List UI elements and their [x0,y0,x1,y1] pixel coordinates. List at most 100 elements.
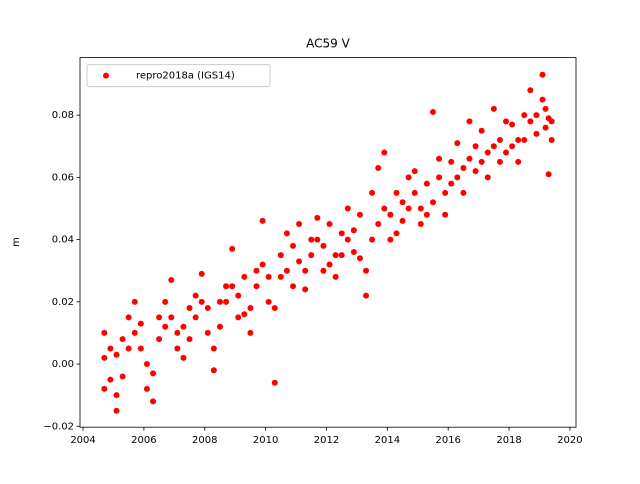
data-point [119,373,126,380]
data-point [113,392,120,399]
x-tick-label: 2014 [375,435,400,446]
data-point [107,376,114,383]
data-point [375,165,382,172]
data-point [229,283,236,290]
data-point [332,252,339,259]
data-point [223,298,230,305]
data-point [223,283,230,290]
legend-label: repro2018a (IGS14) [136,71,235,82]
x-tick-label: 2012 [314,435,339,446]
data-point [405,205,412,212]
data-point [198,270,205,277]
data-point [442,211,449,218]
data-point [241,273,248,280]
data-point [411,168,418,175]
y-tick-label: 0.02 [52,297,74,308]
data-point [101,329,108,336]
data-point [204,329,211,336]
data-point [460,165,467,172]
data-point [332,273,339,280]
data-point [350,227,357,234]
x-tick-label: 2020 [557,435,582,446]
data-point [296,221,303,228]
data-point [156,314,163,321]
data-point [466,118,473,125]
data-point [545,171,552,178]
data-point [150,370,157,377]
data-point [326,261,333,268]
data-point [137,320,144,327]
data-point [131,329,138,336]
data-point [125,345,132,352]
data-point [283,267,290,274]
y-tick-label: 0.06 [52,172,74,183]
data-point [247,329,254,336]
data-point [162,298,169,305]
y-tick-label: 0.08 [52,110,74,121]
data-point [235,292,242,299]
data-point [533,130,540,137]
data-point [308,252,315,259]
data-point [101,354,108,361]
data-point [320,267,327,274]
legend-box [86,64,271,88]
data-point [156,336,163,343]
data-point [143,385,150,392]
data-point [241,311,248,318]
data-point [393,189,400,196]
data-point [369,189,376,196]
data-point [503,118,510,125]
data-point [283,230,290,237]
data-point [125,314,132,321]
x-tick-label: 2010 [253,435,278,446]
data-point [515,137,522,144]
data-point [101,385,108,392]
data-point [363,267,370,274]
data-point [186,336,193,343]
data-point [210,345,217,352]
data-point [119,336,126,343]
data-point [265,298,272,305]
data-point [265,273,272,280]
data-point [472,168,479,175]
x-tick-label: 2016 [435,435,460,446]
data-point [417,221,424,228]
data-point [356,211,363,218]
data-point [253,283,260,290]
data-point [259,217,266,224]
data-point [429,109,436,116]
y-tick-label: 0.00 [52,359,74,370]
data-point [521,112,528,119]
data-point [515,158,522,165]
x-tick-label: 2006 [131,435,156,446]
data-point [235,314,242,321]
data-point [484,174,491,181]
data-point [107,345,114,352]
data-point [387,236,394,243]
data-point [381,205,388,212]
data-point [204,305,211,312]
data-point [478,127,485,134]
data-point [180,354,187,361]
data-point [387,211,394,218]
data-point [448,180,455,187]
data-point [521,137,528,144]
data-point [527,87,534,94]
data-point [259,261,266,268]
data-point [216,298,223,305]
data-point [216,323,223,330]
data-point [302,286,309,293]
data-point [429,199,436,206]
data-point [375,221,382,228]
data-point [350,249,357,256]
data-point [229,245,236,252]
data-point [338,230,345,237]
data-point [436,174,443,181]
data-point [496,158,503,165]
data-point [381,149,388,156]
data-point [369,236,376,243]
data-point [548,118,555,125]
data-point [113,407,120,414]
data-point [296,258,303,265]
data-point [484,149,491,156]
